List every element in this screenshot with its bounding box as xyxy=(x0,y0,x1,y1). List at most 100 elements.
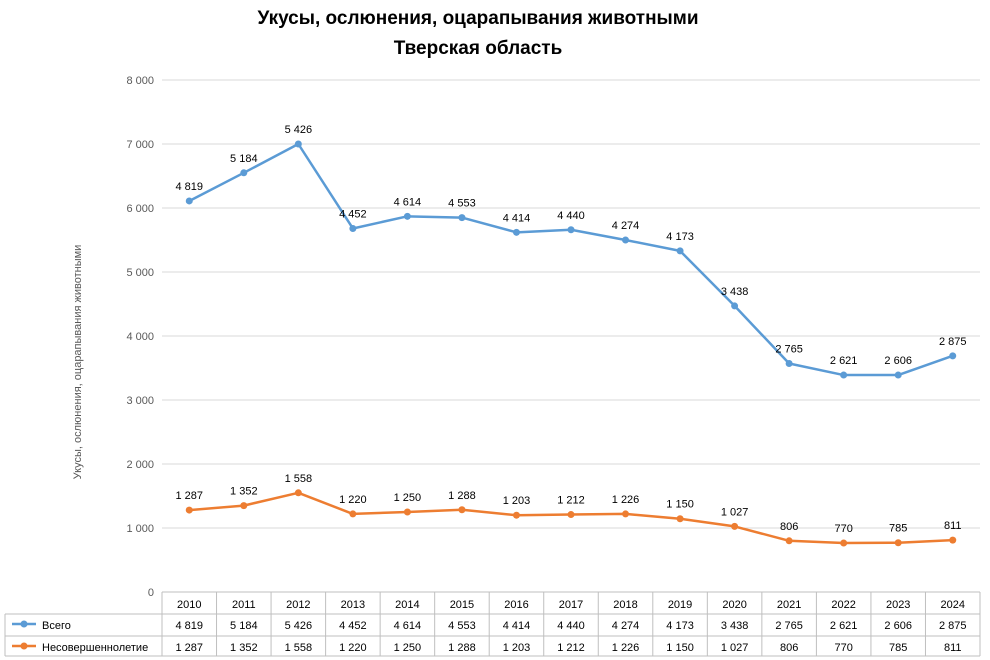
y-tick-label: 7 000 xyxy=(126,139,154,151)
table-cell: 1 287 xyxy=(176,642,204,654)
data-label: 1 287 xyxy=(176,490,204,502)
data-label: 806 xyxy=(780,521,798,533)
data-point xyxy=(185,506,193,514)
data-label: 4 452 xyxy=(339,208,367,220)
x-tick-label: 2018 xyxy=(613,599,637,611)
table-cell: 1 027 xyxy=(721,642,749,654)
table-cell: 770 xyxy=(834,642,852,654)
legend-label: Несовершеннолетие xyxy=(42,642,148,654)
data-label: 2 875 xyxy=(939,336,967,348)
data-point xyxy=(240,502,248,510)
table-cell: 2 765 xyxy=(775,620,803,632)
table-cell: 1 226 xyxy=(612,642,640,654)
chart-title: Укусы, ослюнения, оцарапывания животными xyxy=(257,8,698,29)
table-cell: 5 184 xyxy=(230,620,258,632)
y-axis-ticks: 0 1 000 2 000 3 000 4 000 5 000 6 000 7 000 8 00… xyxy=(126,75,154,599)
data-point xyxy=(949,352,957,360)
legend-label: Всего xyxy=(42,620,71,632)
table-cell: 3 438 xyxy=(721,620,749,632)
data-label: 785 xyxy=(889,523,907,535)
x-tick-label: 2016 xyxy=(504,599,528,611)
y-tick-label: 0 xyxy=(148,587,154,599)
y-tick-label: 5 000 xyxy=(126,267,154,279)
data-label: 4 553 xyxy=(448,198,476,210)
table-cell: 1 352 xyxy=(230,642,258,654)
table-cell: 806 xyxy=(780,642,798,654)
x-tick-label: 2023 xyxy=(886,599,910,611)
table-cell: 1 288 xyxy=(448,642,476,654)
y-tick-label: 2 000 xyxy=(126,459,154,471)
x-tick-label: 2024 xyxy=(940,599,964,611)
data-point xyxy=(567,226,575,234)
data-point xyxy=(894,539,902,547)
table-cell: 4 553 xyxy=(448,620,476,632)
table-cell: 1 250 xyxy=(394,642,422,654)
data-point xyxy=(458,506,466,514)
table-cell: 2 621 xyxy=(830,620,858,632)
table-cell: 2 875 xyxy=(939,620,967,632)
x-tick-label: 2021 xyxy=(777,599,801,611)
data-label: 2 765 xyxy=(775,344,803,356)
data-point xyxy=(622,236,630,244)
data-point xyxy=(676,247,684,255)
data-label: 4 819 xyxy=(176,181,204,193)
y-tick-label: 1 000 xyxy=(126,523,154,535)
table-cell: 4 414 xyxy=(503,620,531,632)
x-tick-label: 2010 xyxy=(177,599,201,611)
y-axis-label: Укусы, ослюнения, оцарапывания животными xyxy=(72,245,84,480)
data-point xyxy=(458,214,466,222)
data-point xyxy=(622,510,630,518)
x-tick-label: 2013 xyxy=(341,599,365,611)
x-tick-label: 2017 xyxy=(559,599,583,611)
x-tick-label: 2019 xyxy=(668,599,692,611)
y-tick-label: 6 000 xyxy=(126,203,154,215)
data-point xyxy=(403,212,411,220)
data-label: 4 274 xyxy=(612,220,640,232)
data-point xyxy=(731,522,739,530)
x-tick-label: 2014 xyxy=(395,599,419,611)
data-label: 3 438 xyxy=(721,286,749,298)
data-point xyxy=(949,536,957,544)
table-cell: 4 274 xyxy=(612,620,640,632)
data-point xyxy=(840,539,848,547)
legend-marker xyxy=(20,620,28,628)
table-cell: 4 614 xyxy=(394,620,422,632)
data-label: 5 184 xyxy=(230,153,258,165)
table-cell: 811 xyxy=(944,642,962,654)
gridlines xyxy=(162,79,980,529)
data-label: 4 414 xyxy=(503,212,531,224)
data-point xyxy=(294,140,302,148)
data-label: 4 173 xyxy=(666,231,694,243)
table-cell: 4 440 xyxy=(557,620,585,632)
table-cell: 2 606 xyxy=(884,620,912,632)
y-tick-label: 3 000 xyxy=(126,395,154,407)
data-point xyxy=(294,489,302,497)
x-tick-label: 2012 xyxy=(286,599,310,611)
table-cell: 1 150 xyxy=(666,642,694,654)
table-cell: 4 819 xyxy=(176,620,204,632)
data-label: 5 426 xyxy=(285,124,313,136)
data-point xyxy=(185,197,193,205)
y-tick-label: 8 000 xyxy=(126,75,154,87)
data-point xyxy=(349,510,357,518)
x-tick-label: 2022 xyxy=(831,599,855,611)
y-tick-label: 4 000 xyxy=(126,331,154,343)
series-lines: 4 819 5 184 5 426 4 452 4 614 4 553 4 414 4 440… xyxy=(176,124,967,547)
data-point xyxy=(349,224,357,232)
data-point xyxy=(731,302,739,310)
data-label: 4 614 xyxy=(394,196,422,208)
data-point xyxy=(894,371,902,379)
data-table: 2010 2011 2012 2013 2014 2015 2016 2017 2018 2019… xyxy=(4,591,981,657)
data-label: 2 621 xyxy=(830,355,858,367)
table-cell: 5 426 xyxy=(285,620,313,632)
table-cell: 1 212 xyxy=(557,642,585,654)
data-label: 1 558 xyxy=(285,473,313,485)
x-tick-label: 2015 xyxy=(450,599,474,611)
data-label: 4 440 xyxy=(557,210,585,222)
table-cell: 1 558 xyxy=(285,642,313,654)
data-label: 1 226 xyxy=(612,494,640,506)
data-label: 1 203 xyxy=(503,495,531,507)
table-cell: 4 173 xyxy=(666,620,694,632)
table-cell: 785 xyxy=(889,642,907,654)
